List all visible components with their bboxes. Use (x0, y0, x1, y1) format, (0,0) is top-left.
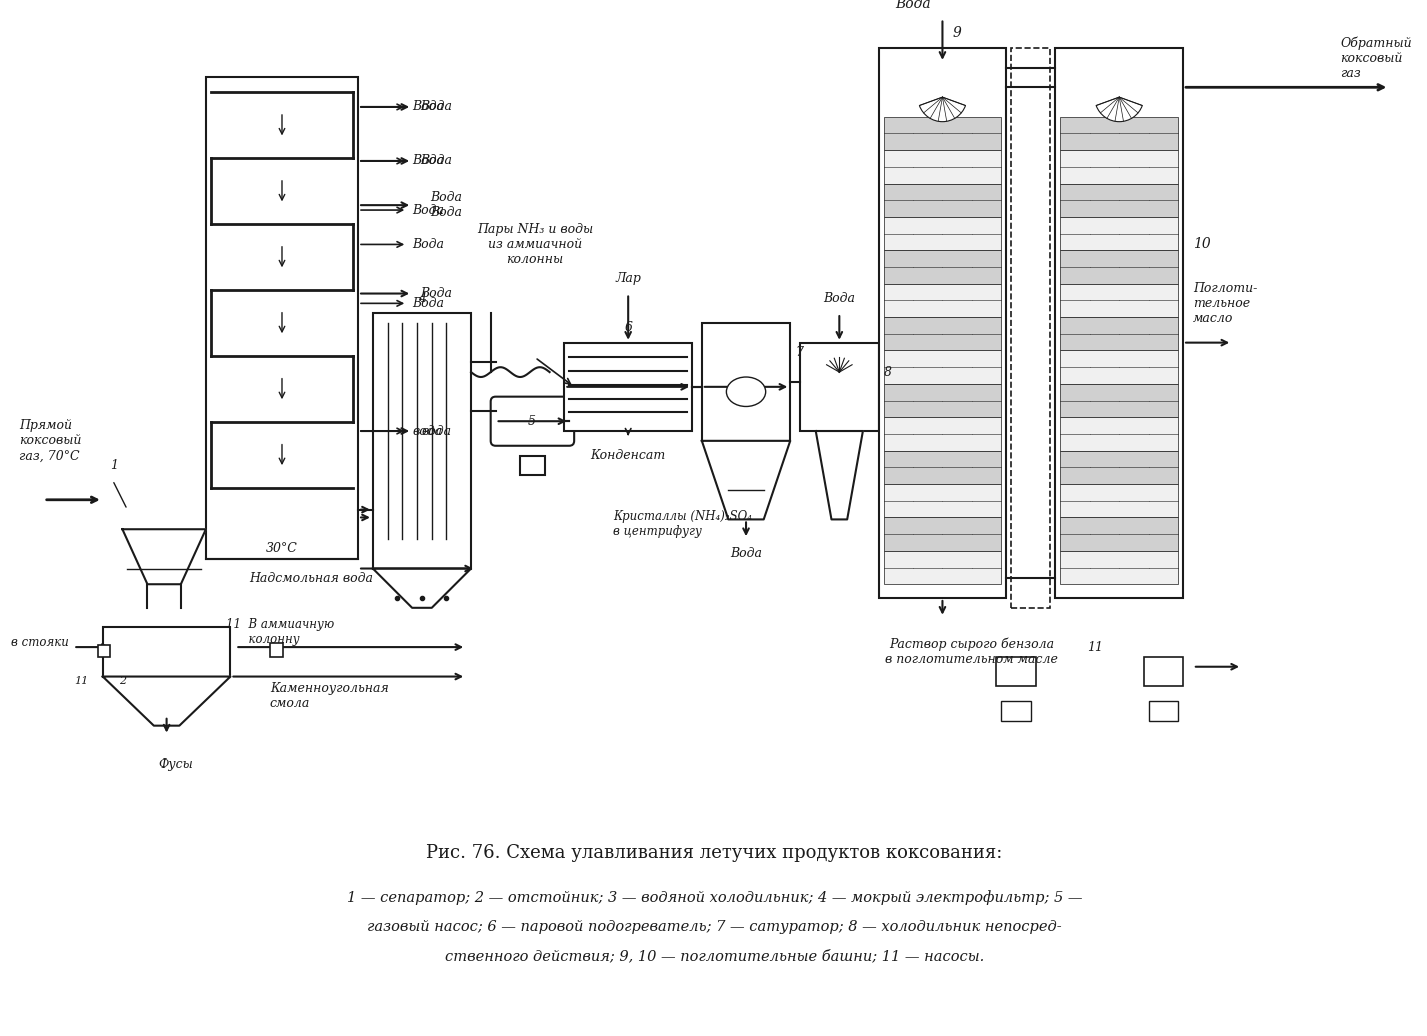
Bar (883, 551, 1002, 584)
Text: Каменноугольная
смола: Каменноугольная смола (270, 682, 388, 711)
Text: Фусы: Фусы (158, 758, 194, 772)
Bar (1060, 117, 1179, 150)
Bar (702, 323, 791, 441)
Bar (801, 343, 879, 431)
Bar (1002, 701, 1030, 721)
Bar (1144, 657, 1183, 687)
Text: 7: 7 (795, 346, 803, 358)
Wedge shape (1096, 97, 1142, 121)
Bar (879, 48, 1006, 598)
Text: 11  В аммиачную
      колонну: 11 В аммиачную колонну (225, 618, 334, 646)
Ellipse shape (726, 377, 766, 406)
Text: 1: 1 (110, 459, 118, 472)
Text: 30°С: 30°С (265, 543, 297, 555)
Text: Рис. 76. Схема улавливания летучих продуктов коксования:: Рис. 76. Схема улавливания летучих проду… (427, 844, 1003, 862)
Text: Вода: Вода (412, 203, 444, 217)
Bar (996, 657, 1036, 687)
Wedge shape (919, 97, 966, 121)
Text: Вода: Вода (731, 547, 762, 560)
Bar (883, 350, 1002, 384)
Bar (1060, 418, 1179, 451)
Polygon shape (123, 529, 205, 584)
Bar (883, 517, 1002, 551)
Bar (1060, 451, 1179, 484)
Text: 2: 2 (118, 677, 126, 687)
Text: Кристаллы (NH₄)₂SO₄
в центрифугу: Кристаллы (NH₄)₂SO₄ в центрифугу (614, 511, 752, 539)
Bar (564, 343, 692, 431)
Text: 1 — сепаратор; 2 — отстойник; 3 — водяной холодильник; 4 — мокрый электрофильтр;: 1 — сепаратор; 2 — отстойник; 3 — водяно… (347, 890, 1082, 905)
Bar (270, 643, 284, 657)
Text: 11: 11 (1087, 640, 1103, 654)
Text: 8: 8 (883, 366, 892, 378)
Text: Пары NH₃ и воды
из аммиачной
колонны: Пары NH₃ и воды из аммиачной колонны (477, 223, 594, 266)
Bar (883, 183, 1002, 217)
Bar (883, 284, 1002, 317)
Text: 6: 6 (624, 321, 632, 335)
Text: в стояки: в стояки (10, 636, 68, 649)
Text: Поглоти-
тельное
масло: Поглоти- тельное масло (1193, 282, 1257, 325)
Text: Вода: Вода (412, 297, 444, 310)
Bar (883, 451, 1002, 484)
Text: 5: 5 (528, 414, 537, 428)
Polygon shape (702, 441, 791, 519)
Bar (1060, 150, 1179, 183)
Polygon shape (103, 677, 230, 725)
Text: Прямой
коксовый
газ, 70°С: Прямой коксовый газ, 70°С (20, 420, 81, 462)
Bar (1060, 551, 1179, 584)
Text: Вода: Вода (823, 292, 855, 305)
Text: Вода: Вода (412, 100, 444, 113)
Text: Вода: Вода (412, 154, 444, 168)
Polygon shape (372, 569, 471, 608)
Bar (1060, 317, 1179, 350)
Bar (1060, 484, 1179, 517)
Bar (98, 645, 110, 657)
Text: ственного действия; 9, 10 — поглотительные башни; 11 — насосы.: ственного действия; 9, 10 — поглотительн… (445, 949, 985, 963)
Text: 11: 11 (74, 677, 88, 687)
Text: Вода: Вода (421, 287, 452, 300)
Text: Вода: Вода (421, 100, 452, 113)
Bar (1060, 217, 1179, 251)
Text: Вода
Вода: Вода Вода (431, 192, 462, 220)
Polygon shape (816, 431, 863, 519)
Text: вода: вода (412, 425, 442, 437)
Bar (372, 313, 471, 569)
Bar (883, 117, 1002, 150)
Text: 9: 9 (953, 26, 962, 40)
Bar (1060, 350, 1179, 384)
Text: Вода: Вода (412, 238, 444, 251)
Bar (1060, 384, 1179, 418)
Bar (1056, 48, 1183, 598)
Text: вода: вода (421, 425, 452, 437)
Bar (883, 418, 1002, 451)
Bar (1060, 251, 1179, 284)
Bar (883, 384, 1002, 418)
Text: газовый насос; 6 — паровой подогреватель; 7 — сатуратор; 8 — холодильник непосре: газовый насос; 6 — паровой подогреватель… (367, 920, 1062, 934)
Text: Обратный
коксовый
газ: Обратный коксовый газ (1340, 36, 1411, 80)
Bar (883, 317, 1002, 350)
Bar (883, 484, 1002, 517)
Text: Конденсат: Конденсат (591, 449, 666, 462)
Bar (205, 78, 358, 558)
Bar (1060, 284, 1179, 317)
FancyBboxPatch shape (491, 397, 574, 445)
Bar (103, 628, 230, 677)
Bar (1060, 183, 1179, 217)
Text: Вода: Вода (895, 0, 930, 10)
Bar (883, 150, 1002, 183)
Text: Вода: Вода (421, 154, 452, 168)
Bar (521, 456, 545, 476)
Text: Раствор сырого бензола
в поглотительном масле: Раствор сырого бензола в поглотительном … (886, 638, 1059, 666)
Text: 4: 4 (418, 292, 425, 305)
Bar (1012, 48, 1050, 608)
Bar (883, 217, 1002, 251)
Bar (883, 251, 1002, 284)
Text: Надсмольная вода: Надсмольная вода (248, 572, 372, 585)
Text: 10: 10 (1193, 237, 1210, 252)
Bar (1060, 517, 1179, 551)
Bar (1149, 701, 1179, 721)
Text: Лар: Лар (615, 272, 641, 285)
